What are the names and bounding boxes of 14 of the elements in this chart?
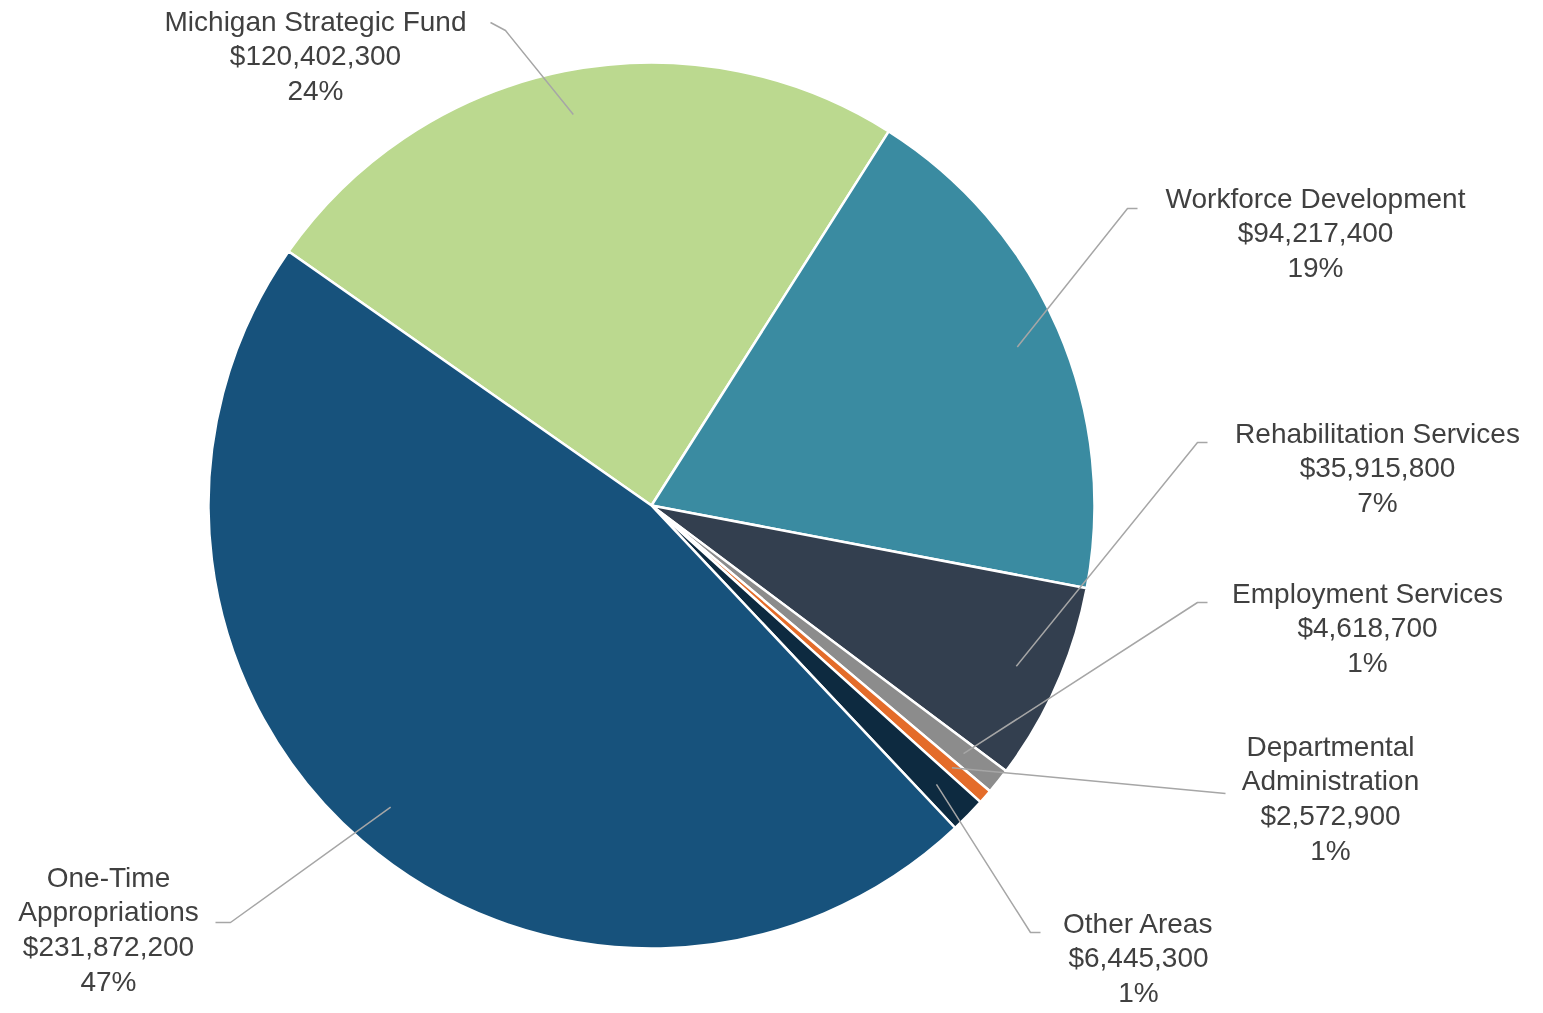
data-label: $231,872,200 47% [22, 930, 195, 997]
slice-label: Workforce Development [1165, 182, 1466, 214]
slice-label: Michigan Strategic Fund [164, 5, 467, 37]
data-label: $120,402,300 24% [229, 40, 402, 106]
data-label: $6,445,300 1% [1068, 942, 1209, 1008]
data-label: $2,572,900 1% [1260, 799, 1401, 866]
slice-label: One-Time Appropriations [18, 861, 199, 928]
slice-label: Departmental Administration [1241, 730, 1420, 797]
data-label: $35,915,800 7% [1299, 452, 1456, 518]
data-label: $94,217,400 19% [1237, 217, 1394, 283]
slice-label: Employment Services [1232, 577, 1503, 609]
slice-label: Other Areas [1063, 907, 1213, 939]
slice-label: Rehabilitation Services [1235, 417, 1520, 449]
data-label: $4,618,700 1% [1297, 612, 1438, 678]
